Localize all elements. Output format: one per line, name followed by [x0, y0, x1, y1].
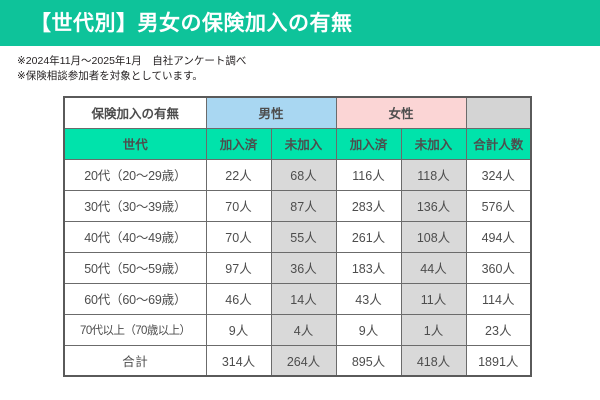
cell-male-enrolled: 70人 [205, 189, 272, 222]
group-header-female: 女性 [335, 96, 467, 129]
column-header-female-not-enrolled: 未加入 [400, 127, 467, 160]
table-column-header-row: 世代 加入済 未加入 加入済 未加入 合計人数 [63, 127, 532, 160]
table-row: 60代（60〜69歳） 46人 14人 43人 11人 114人 [63, 282, 532, 315]
cell-female-enrolled: 283人 [335, 189, 402, 222]
cell-male-enrolled: 46人 [205, 282, 272, 315]
cell-female-not-enrolled: 418人 [400, 344, 467, 377]
group-header-blank [465, 96, 532, 129]
cell-male-not-enrolled: 68人 [270, 158, 337, 191]
column-header-total: 合計人数 [465, 127, 532, 160]
cell-male-not-enrolled: 264人 [270, 344, 337, 377]
cell-total: 360人 [465, 251, 532, 284]
cell-male-not-enrolled: 14人 [270, 282, 337, 315]
cell-age: 20代（20〜29歳） [63, 158, 207, 191]
column-header-female-enrolled: 加入済 [335, 127, 402, 160]
cell-total: 114人 [465, 282, 532, 315]
cell-female-not-enrolled: 11人 [400, 282, 467, 315]
table-row: 40代（40〜49歳） 70人 55人 261人 108人 494人 [63, 220, 532, 253]
title-banner: 【世代別】男女の保険加入の有無 [0, 0, 600, 46]
cell-total: 324人 [465, 158, 532, 191]
cell-total: 494人 [465, 220, 532, 253]
statistics-table-wrapper: 保険加入の有無 男性 女性 世代 加入済 未加入 加入済 未加入 合計人数 20… [63, 96, 532, 377]
cell-male-not-enrolled: 87人 [270, 189, 337, 222]
group-header-label: 保険加入の有無 [63, 96, 207, 129]
cell-male-enrolled: 70人 [205, 220, 272, 253]
table-row: 30代（30〜39歳） 70人 87人 283人 136人 576人 [63, 189, 532, 222]
cell-female-enrolled: 9人 [335, 313, 402, 346]
cell-female-enrolled: 895人 [335, 344, 402, 377]
cell-female-enrolled: 116人 [335, 158, 402, 191]
cell-male-enrolled: 97人 [205, 251, 272, 284]
page-title: 【世代別】男女の保険加入の有無 [30, 11, 353, 35]
table-row: 70代以上（70歳以上） 9人 4人 9人 1人 23人 [63, 313, 532, 346]
source-notes: ※2024年11月〜2025年1月 自社アンケート調べ ※保険相談参加者を対象と… [17, 54, 246, 84]
cell-age: 30代（30〜39歳） [63, 189, 207, 222]
cell-male-enrolled: 9人 [205, 313, 272, 346]
cell-female-not-enrolled: 1人 [400, 313, 467, 346]
cell-age: 40代（40〜49歳） [63, 220, 207, 253]
cell-female-not-enrolled: 108人 [400, 220, 467, 253]
column-header-male-not-enrolled: 未加入 [270, 127, 337, 160]
column-header-male-enrolled: 加入済 [205, 127, 272, 160]
cell-age: 60代（60〜69歳） [63, 282, 207, 315]
cell-female-enrolled: 183人 [335, 251, 402, 284]
cell-male-not-enrolled: 55人 [270, 220, 337, 253]
note-line-2: ※保険相談参加者を対象としています。 [17, 70, 203, 83]
cell-age: 50代（50〜59歳） [63, 251, 207, 284]
cell-total: 1891人 [465, 344, 532, 377]
cell-male-enrolled: 314人 [205, 344, 272, 377]
column-header-age: 世代 [63, 127, 207, 160]
note-line-1: ※2024年11月〜2025年1月 自社アンケート調べ [17, 55, 247, 67]
cell-male-not-enrolled: 36人 [270, 251, 337, 284]
cell-female-not-enrolled: 118人 [400, 158, 467, 191]
group-header-male: 男性 [205, 96, 337, 129]
cell-female-enrolled: 43人 [335, 282, 402, 315]
table-group-header-row: 保険加入の有無 男性 女性 [63, 96, 532, 129]
cell-male-enrolled: 22人 [205, 158, 272, 191]
cell-male-not-enrolled: 4人 [270, 313, 337, 346]
cell-total: 23人 [465, 313, 532, 346]
cell-age: 合計 [63, 344, 207, 377]
cell-female-not-enrolled: 44人 [400, 251, 467, 284]
table-row-total: 合計 314人 264人 895人 418人 1891人 [63, 344, 532, 377]
cell-age: 70代以上（70歳以上） [63, 313, 207, 346]
statistics-table: 保険加入の有無 男性 女性 世代 加入済 未加入 加入済 未加入 合計人数 20… [63, 96, 532, 377]
cell-female-not-enrolled: 136人 [400, 189, 467, 222]
cell-total: 576人 [465, 189, 532, 222]
cell-female-enrolled: 261人 [335, 220, 402, 253]
table-row: 50代（50〜59歳） 97人 36人 183人 44人 360人 [63, 251, 532, 284]
table-row: 20代（20〜29歳） 22人 68人 116人 118人 324人 [63, 158, 532, 191]
